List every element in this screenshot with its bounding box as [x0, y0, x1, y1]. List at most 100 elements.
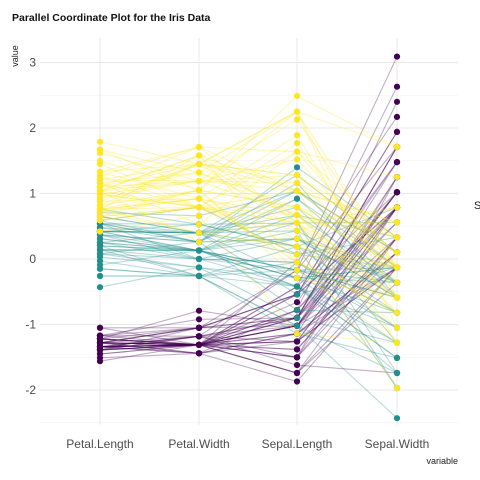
series-line	[99, 150, 398, 238]
data-point	[393, 294, 401, 301]
data-point	[96, 242, 104, 249]
series-line	[99, 150, 398, 268]
series-line	[99, 206, 398, 346]
data-point	[293, 299, 301, 306]
series-line	[99, 131, 398, 351]
data-point	[393, 189, 401, 196]
data-point	[96, 206, 104, 213]
data-point	[96, 146, 104, 153]
series-line	[99, 176, 398, 362]
data-point	[393, 339, 401, 346]
series-line	[99, 146, 398, 344]
series-points	[96, 53, 401, 422]
data-point	[195, 143, 203, 151]
series-line	[100, 275, 398, 359]
data-point	[393, 204, 401, 211]
series-line	[99, 206, 398, 346]
series-lines	[99, 56, 398, 419]
series-line	[99, 267, 398, 354]
data-point	[96, 272, 104, 280]
series-line	[99, 221, 398, 348]
series-line	[99, 249, 398, 284]
series-line	[99, 163, 398, 238]
data-point	[293, 92, 301, 99]
series-line	[99, 230, 398, 389]
data-point	[293, 140, 301, 147]
series-line	[99, 189, 398, 299]
series-line	[99, 252, 398, 358]
data-point	[293, 148, 301, 155]
data-point	[393, 309, 401, 316]
series-line	[99, 237, 398, 374]
data-point	[96, 257, 104, 265]
data-point	[96, 157, 104, 164]
series-line	[99, 241, 398, 314]
data-point	[96, 228, 104, 235]
series-line	[99, 208, 398, 299]
data-point	[293, 307, 301, 314]
x-tick-label: Sepal.Width	[365, 437, 430, 451]
series-line	[99, 190, 398, 284]
data-point	[293, 108, 301, 115]
data-point	[195, 160, 203, 168]
data-point	[393, 219, 401, 226]
series-line	[99, 131, 398, 337]
series-line	[99, 180, 398, 299]
series-line	[99, 282, 398, 374]
series-line	[99, 189, 398, 268]
series-line	[99, 176, 398, 348]
series-line	[99, 267, 398, 348]
data-point	[393, 324, 401, 331]
data-point	[195, 195, 203, 202]
data-point	[195, 272, 203, 280]
series-line	[99, 191, 398, 346]
series-line	[99, 190, 398, 268]
data-point	[293, 227, 301, 234]
series-line	[99, 267, 398, 346]
series-line	[99, 230, 398, 279]
series-line	[99, 242, 398, 271]
series-line	[99, 251, 398, 346]
data-point	[393, 128, 401, 135]
data-point	[96, 343, 104, 350]
series-line	[99, 230, 398, 284]
series-line	[99, 118, 398, 268]
y-tick-label: -2	[25, 383, 36, 397]
series-line	[99, 230, 398, 284]
series-line	[99, 161, 398, 346]
series-line	[99, 198, 398, 268]
data-point	[195, 341, 203, 348]
series-line	[99, 163, 398, 238]
data-point	[393, 83, 401, 90]
data-point	[195, 152, 203, 159]
data-point	[393, 143, 401, 151]
data-point	[96, 235, 104, 242]
series-line	[99, 223, 398, 284]
series-line	[99, 110, 398, 174]
series-line	[99, 163, 398, 268]
series-line	[99, 335, 398, 374]
data-point	[293, 187, 301, 194]
data-point	[195, 307, 203, 314]
series-line	[99, 206, 398, 344]
data-point	[393, 264, 401, 271]
data-point	[195, 238, 203, 246]
data-point	[293, 164, 301, 171]
series-line	[99, 221, 398, 337]
series-line	[99, 193, 398, 253]
x-tick-label: Petal.Width	[168, 437, 229, 451]
series-line	[99, 193, 398, 268]
data-point	[293, 378, 301, 385]
series-line	[99, 146, 398, 346]
series-line	[99, 267, 398, 348]
series-line	[99, 234, 398, 329]
data-point	[293, 243, 301, 250]
series-line	[99, 227, 398, 269]
series-line	[99, 180, 398, 223]
series-line	[99, 256, 398, 359]
series-line	[99, 180, 398, 268]
series-line	[99, 154, 398, 299]
data-point	[293, 369, 301, 377]
data-point	[195, 212, 203, 219]
series-line	[99, 190, 398, 329]
